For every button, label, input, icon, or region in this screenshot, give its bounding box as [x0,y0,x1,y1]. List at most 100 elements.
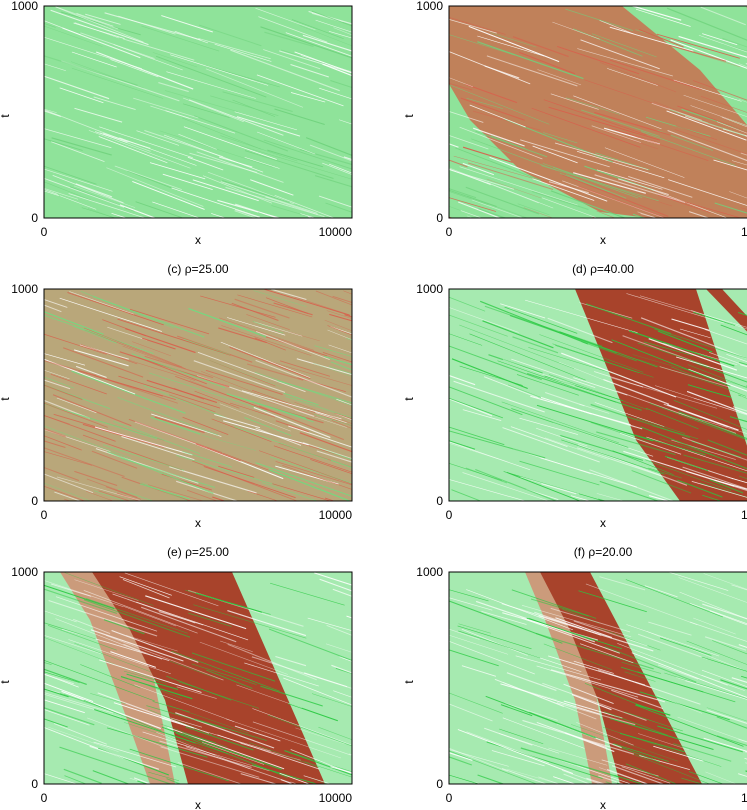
trajectory-streak [511,358,596,389]
trajectory-streak [318,195,352,208]
trajectory-streak [99,126,193,158]
trajectory-streak [579,403,610,414]
x-tick-max: 10000 [319,791,353,805]
trajectory-streak [335,412,352,421]
trajectory-streak [653,745,704,762]
trajectory-streak [462,409,502,421]
plot-frame [448,288,747,502]
trajectory-streak [529,711,603,741]
y-axis-label: t [402,397,416,401]
trajectory-streak [44,660,155,702]
trajectory-streak [271,205,316,218]
panel-title: (c) ρ=25.00 [167,262,229,276]
trajectory-streak [677,716,747,743]
trajectory-streak [683,94,747,117]
trajectory-streak [353,494,429,520]
trajectory-streak [531,107,641,148]
trajectory-streak [92,295,205,338]
y-tick-min: 0 [31,211,38,225]
trajectory-streak [599,61,677,93]
trajectory-streak [591,125,642,143]
trajectory-streak [64,498,72,501]
trajectory-streak [720,679,747,690]
trajectory-streak [55,6,144,43]
trajectory-streak [169,660,219,680]
trajectory-streak [638,733,690,751]
trajectory-streak [134,684,234,722]
trajectory-streak [44,311,104,335]
trajectory-streak [656,33,740,59]
trajectory-streak [225,186,325,218]
trajectory-streak [195,592,263,613]
trajectory-streak [44,25,103,47]
trajectory-streak [188,308,267,338]
trajectory-streak [44,333,107,355]
trajectory-streak [236,116,301,137]
trajectory-streak [219,403,291,432]
trajectory-streak [73,185,136,208]
trajectory-streak [704,329,747,345]
trajectory-streak [173,387,205,400]
trajectory-streak [596,431,676,456]
trajectory-streak [281,49,352,73]
trajectory-streak [351,139,352,141]
trajectory-streak [652,425,699,440]
trajectory-streak [491,750,545,767]
trajectory-streak [44,688,69,698]
trajectory-streak [457,201,502,218]
trajectory-streak [473,127,525,147]
trajectory-streak [701,669,747,688]
trajectory-streak [78,370,163,397]
trajectory-streak [170,54,269,86]
trajectory-streak [124,722,219,754]
trajectory-streak [61,690,162,730]
trajectory-streak [635,29,692,47]
trajectory-streak [187,156,224,171]
trajectory-streak [132,180,205,210]
trajectory-streak [268,469,352,501]
trajectory-streak [75,183,113,198]
trajectory-streak [585,303,672,335]
trajectory-streak [685,470,747,492]
trajectory-streak [363,606,445,638]
trajectory-streak [678,577,747,603]
trajectory-streak [666,110,747,141]
trajectory-streak [322,352,352,363]
trajectory-streak [459,324,575,369]
trajectory-streak [83,327,183,368]
trajectory-streak [698,34,747,53]
trajectory-streak [637,358,723,388]
trajectory-streak [206,669,253,689]
trajectory-streak [294,753,352,772]
trajectory-streak [561,769,602,784]
trajectory-streak [449,703,493,722]
trajectory-streak [738,63,747,67]
trajectory-streak [339,119,352,125]
trajectory-streak [275,655,307,667]
trajectory-streak [377,646,447,674]
trajectory-streak [547,317,613,344]
trajectory-streak [564,405,643,430]
trajectory-streak [689,603,747,624]
trajectory-streak [63,768,102,784]
trajectory-streak [606,768,650,784]
trajectory-streak [44,435,82,451]
trajectory-streak [141,25,220,52]
trajectory-streak [44,168,113,192]
trajectory-streak [308,10,352,25]
plot-frame [448,5,747,219]
x-axis-label: x [195,233,201,247]
trajectory-streak [261,358,352,386]
trajectory-streak [125,635,178,652]
trajectory-streak [93,96,136,111]
trajectory-streak [559,172,610,193]
trajectory-streak [596,493,625,501]
trajectory-streak [44,399,91,419]
trajectory-streak [265,196,318,215]
trajectory-streak [44,610,77,623]
trajectory-streak [330,326,352,335]
x-axis-label: x [195,516,201,530]
plot-frame [43,288,353,502]
trajectory-streak [490,32,537,48]
trajectory-streak [475,130,548,158]
